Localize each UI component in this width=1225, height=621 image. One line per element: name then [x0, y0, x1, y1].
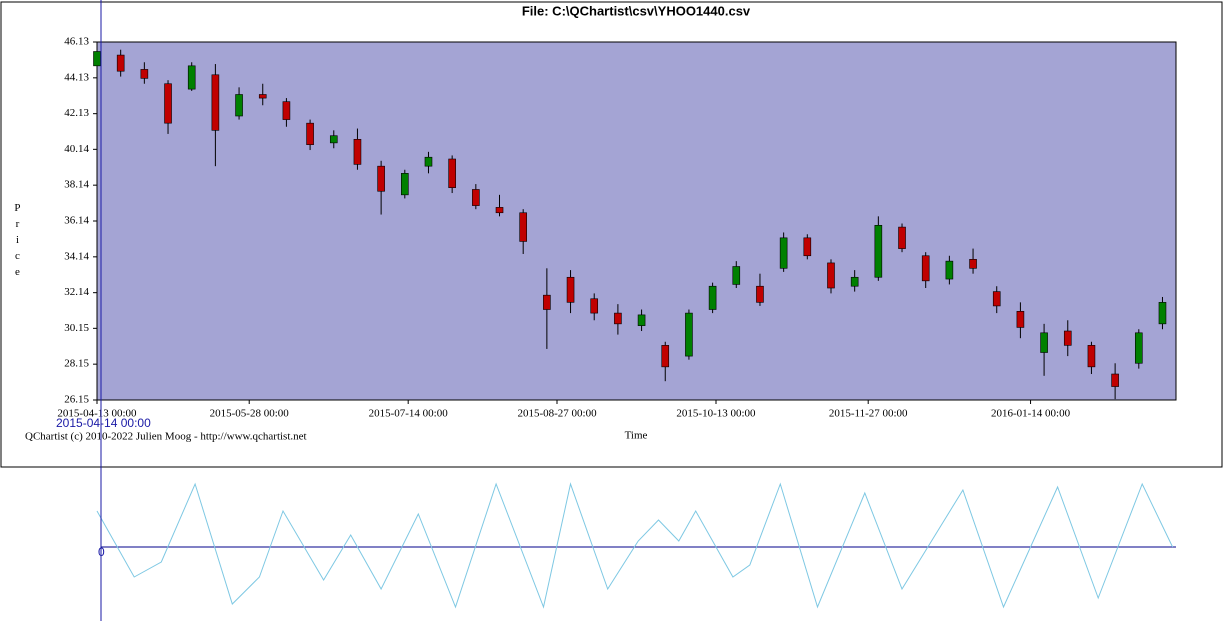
candle-body: [850, 276, 859, 287]
x-axis-label: Time: [625, 430, 648, 442]
y-tick-label: 44.13: [64, 71, 89, 83]
candle-body: [235, 94, 243, 117]
candle-body: [164, 83, 172, 124]
candle-body: [803, 237, 812, 257]
indicator-line: [96, 482, 1174, 609]
candle-body: [732, 266, 741, 285]
candle-body: [519, 212, 527, 242]
y-tick-label: 30.15: [64, 322, 89, 334]
x-tick-label: 2015-08-27 00:00: [517, 408, 597, 420]
candle-body: [969, 259, 977, 269]
candle-body: [424, 156, 433, 167]
candle-body: [1016, 311, 1025, 328]
y-tick-label: 46.13: [64, 36, 89, 48]
candle-body: [590, 298, 599, 314]
candle-body: [282, 101, 291, 120]
y-tick-label: 28.15: [64, 358, 89, 370]
candle-body: [708, 285, 717, 310]
candle-body: [756, 285, 764, 303]
candle-body: [1087, 345, 1096, 368]
candle-body: [1158, 302, 1167, 325]
x-tick-label: 2015-11-27 00:00: [829, 408, 908, 420]
y-axis-label: Price: [11, 202, 23, 282]
y-tick-label: 26.15: [64, 394, 89, 406]
y-tick-label: 38.14: [64, 179, 89, 191]
candle-body: [543, 294, 551, 310]
candle-body: [116, 54, 125, 72]
candle-body: [353, 138, 362, 165]
candle-body: [992, 291, 1001, 307]
candle-body: [306, 122, 314, 145]
candle-body: [377, 165, 385, 192]
candle-body: [685, 312, 693, 357]
candle-body: [898, 226, 906, 249]
y-tick-label: 42.13: [64, 107, 89, 119]
candle-body: [495, 207, 504, 214]
y-tick-label: 32.14: [64, 286, 89, 298]
candle-body: [566, 276, 575, 303]
candle-body: [93, 51, 101, 67]
candle-body: [921, 255, 930, 282]
panel-frame: [0, 1, 1223, 468]
candle-body: [401, 173, 409, 196]
x-tick-label: 2015-04-13 00:00: [57, 408, 137, 420]
candle-body: [1063, 330, 1072, 346]
y-tick-label: 40.14: [64, 143, 89, 155]
x-tick-label: 2015-10-13 00:00: [676, 408, 756, 420]
candle-body: [211, 74, 220, 131]
candle-body: [329, 135, 338, 144]
x-tick-label: 2015-05-28 00:00: [210, 408, 290, 420]
candle-body: [448, 158, 456, 188]
candle-body: [827, 262, 835, 289]
candle-body: [661, 345, 670, 368]
candle-body: [140, 69, 149, 79]
candle-body: [945, 260, 954, 280]
x-tick-label: 2016-01-14 00:00: [991, 408, 1071, 420]
candle-body: [874, 225, 883, 278]
candle-body: [187, 65, 196, 90]
y-tick-label: 36.14: [64, 215, 89, 227]
candle-body: [614, 312, 622, 325]
y-tick-label: 34.14: [64, 250, 89, 262]
footer: QChartist (c) 2010-2022 Julien Moog - ht…: [25, 431, 307, 443]
chart-title: File: C:\QChartist\csv\YHOO1440.csv: [522, 3, 751, 18]
candle-body: [258, 94, 267, 99]
plot-area: [96, 41, 1177, 401]
cursor-label: 2015-04-14 00:00: [56, 416, 151, 430]
candle-body: [1111, 373, 1119, 387]
candle-body: [779, 237, 788, 269]
candle-body: [1134, 332, 1143, 364]
candle-body: [472, 189, 480, 206]
x-tick-label: 2015-07-14 00:00: [369, 408, 449, 420]
candle-body: [637, 314, 646, 326]
candle-body: [1040, 332, 1048, 353]
